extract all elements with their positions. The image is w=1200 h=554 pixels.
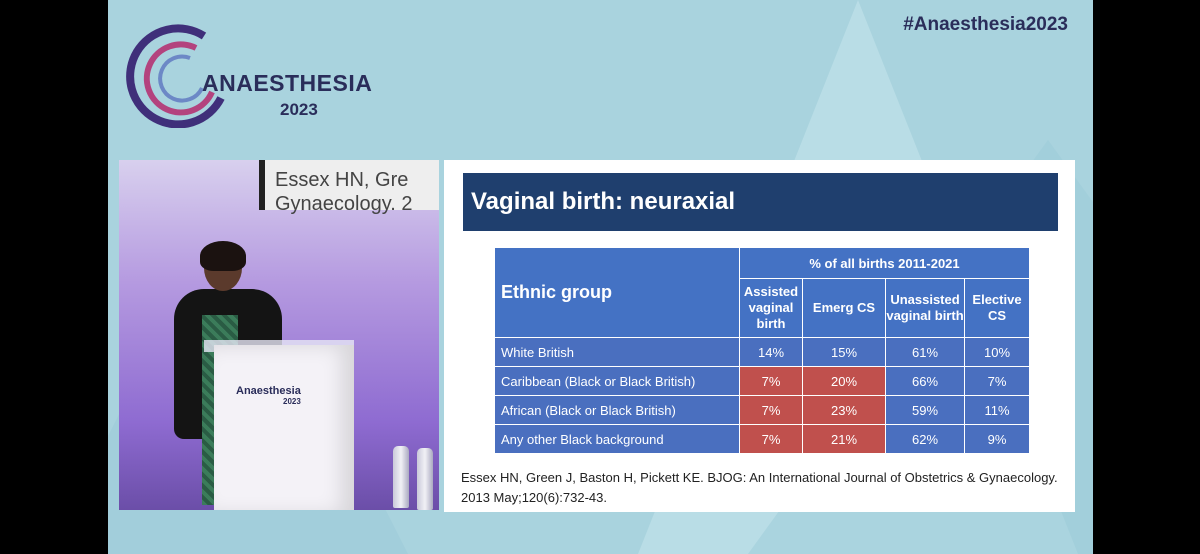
ethnic-group-header: Ethnic group xyxy=(494,247,740,338)
table-cell-highlighted: 20% xyxy=(802,366,886,396)
row-label: Caribbean (Black or Black British) xyxy=(494,366,740,396)
conference-stream-frame: ANAESTHESIA 2023 #Anaesthesia2023 Essex … xyxy=(108,0,1093,554)
table-cell: 62% xyxy=(885,424,965,454)
table-row: African (Black or Black British) 7% 23% … xyxy=(494,395,1030,425)
slide-title: Vaginal birth: neuraxial xyxy=(463,173,1058,231)
table-cell-highlighted: 7% xyxy=(739,395,803,425)
logo-text: ANAESTHESIA xyxy=(202,70,373,96)
table-cell: 61% xyxy=(885,337,965,367)
births-table: Ethnic group % of all births 2011-2021 A… xyxy=(494,247,1030,454)
event-hashtag: #Anaesthesia2023 xyxy=(903,14,1068,35)
table-cell-highlighted: 21% xyxy=(802,424,886,454)
podium-logo: Anaesthesia 2023 xyxy=(236,385,301,406)
logo-ring-icon xyxy=(126,24,225,129)
table-row: Caribbean (Black or Black British) 7% 20… xyxy=(494,366,1030,396)
speaker-video: Essex HN, Gre Gynaecology. 2 Anaesthesia… xyxy=(119,160,439,510)
table-cell: 66% xyxy=(885,366,965,396)
column-header: Assisted vaginal birth xyxy=(739,278,803,338)
row-label: Any other Black background xyxy=(494,424,740,454)
table-cell: 11% xyxy=(964,395,1030,425)
column-header: Unassisted vaginal birth xyxy=(885,278,965,338)
table-cell: 59% xyxy=(885,395,965,425)
group-header: % of all births 2011-2021 xyxy=(739,247,1030,279)
table-cell-highlighted: 7% xyxy=(739,366,803,396)
water-bottle xyxy=(417,448,433,510)
table-row: Any other Black background 7% 21% 62% 9% xyxy=(494,424,1030,454)
table-cell: 15% xyxy=(802,337,886,367)
podium-logo-year: 2023 xyxy=(283,397,301,406)
speaker-hair xyxy=(200,241,246,271)
table-cell: 9% xyxy=(964,424,1030,454)
presentation-slide: Vaginal birth: neuraxial Ethnic group % … xyxy=(444,160,1075,512)
table-cell-highlighted: 23% xyxy=(802,395,886,425)
citation: Essex HN, Green J, Baston H, Pickett KE.… xyxy=(461,470,1058,505)
column-header: Emerg CS xyxy=(802,278,886,338)
row-label: African (Black or Black British) xyxy=(494,395,740,425)
column-header: Elective CS xyxy=(964,278,1030,338)
table-cell: 14% xyxy=(739,337,803,367)
table-row: White British 14% 15% 61% 10% xyxy=(494,337,1030,367)
logo-year: 2023 xyxy=(280,100,318,119)
podium: Anaesthesia 2023 xyxy=(214,345,354,510)
podium-logo-text: Anaesthesia xyxy=(236,385,301,397)
background-slide-line: Essex HN, Gre xyxy=(275,169,409,191)
background-slide-line: Gynaecology. 2 xyxy=(275,193,413,215)
table-cell-highlighted: 7% xyxy=(739,424,803,454)
table-cell: 7% xyxy=(964,366,1030,396)
background-slide: Essex HN, Gre Gynaecology. 2 xyxy=(259,160,439,215)
anaesthesia-logo: ANAESTHESIA 2023 xyxy=(126,18,372,129)
water-bottle xyxy=(393,446,409,508)
table-cell: 10% xyxy=(964,337,1030,367)
row-label: White British xyxy=(494,337,740,367)
